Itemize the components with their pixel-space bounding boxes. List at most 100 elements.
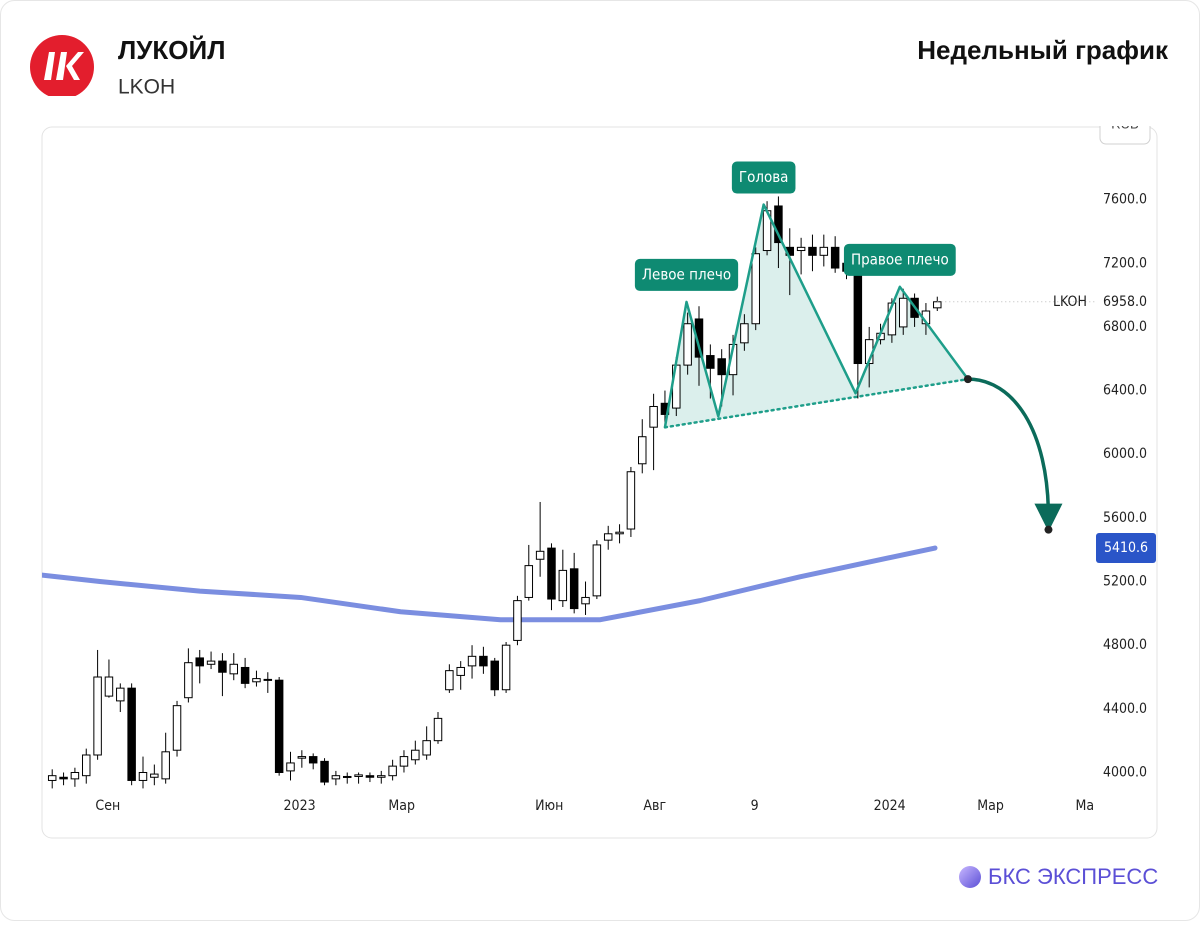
target-start [963, 375, 972, 384]
x-tick-label: 9 [751, 798, 759, 814]
candle-body [683, 323, 692, 366]
candle-body [524, 565, 534, 598]
y-tick-label: 7200.0 [1103, 255, 1147, 271]
candle-body [638, 436, 647, 465]
x-tick-label: Ма [1075, 798, 1094, 814]
candle-body [933, 301, 942, 309]
candle-body [592, 544, 602, 597]
chart-period: Недельный график [917, 35, 1169, 65]
company-ticker: LKOH [118, 76, 175, 99]
y-tick-label: 4800.0 [1103, 637, 1147, 653]
chart-panel [41, 126, 1158, 839]
candle-body [104, 676, 114, 697]
candle-body [830, 246, 840, 269]
candle-body [161, 751, 170, 780]
ma-value-label: 5410.6 [1104, 540, 1148, 556]
candle-body [445, 670, 454, 691]
candle-body [581, 596, 590, 605]
candle-body [422, 740, 431, 756]
last-price-label: 6958.0 [1103, 294, 1147, 310]
candle-body [706, 355, 715, 369]
candle-body [342, 775, 352, 778]
candle-body [354, 774, 363, 777]
candle-body [819, 246, 829, 256]
neckline [663, 377, 970, 429]
candle-body [751, 253, 760, 325]
x-tick-label: Июн [535, 798, 563, 814]
candle-body [297, 756, 307, 759]
candle-body [127, 687, 136, 781]
y-tick-label: 5600.0 [1103, 510, 1147, 526]
moving-average-line [42, 545, 938, 623]
candle-body [218, 660, 227, 673]
annotation-text: Левое плечо [642, 265, 731, 283]
candle-body [649, 405, 658, 428]
candle-body [501, 644, 511, 691]
candle-body [411, 749, 420, 761]
plot-area [42, 196, 1095, 789]
candle-body [377, 775, 386, 778]
annotation-box [731, 161, 796, 194]
candle-body [898, 297, 908, 328]
candle-body [626, 471, 636, 530]
candle-body [252, 678, 261, 683]
candle-body [433, 717, 443, 742]
candle-body [263, 678, 273, 681]
candle-body [195, 657, 204, 667]
x-tick-label: Мар [388, 798, 415, 814]
x-tick-label: Авг [643, 798, 666, 814]
candle-body [853, 262, 863, 365]
y-tick-label: 6000.0 [1103, 446, 1147, 462]
candle-body [740, 323, 749, 344]
y-tick-label: 6400.0 [1103, 383, 1147, 399]
candle-body [479, 655, 488, 667]
candle-body [150, 773, 159, 778]
candle-body [603, 533, 613, 541]
pattern-area [664, 204, 968, 428]
candle-body [456, 666, 465, 676]
logo [30, 35, 94, 99]
candle-body [59, 776, 68, 780]
pattern-line [663, 203, 969, 428]
candle-body [558, 569, 568, 602]
x-tick-label: 2023 [284, 798, 316, 814]
candle-body [399, 756, 409, 767]
x-tick-label: Сен [95, 798, 120, 814]
candle-body [138, 771, 148, 781]
y-tick-label: 6800.0 [1103, 319, 1147, 335]
candle-body [808, 246, 817, 256]
x-tick-label: 2024 [874, 798, 906, 814]
x-tick-label: Мар [977, 798, 1004, 814]
pattern-annotation: Правое плечо [843, 243, 956, 276]
candle-body [331, 775, 341, 780]
candle-body [615, 531, 624, 535]
candle-body [286, 762, 295, 772]
candle-body [274, 679, 284, 773]
candle-body [717, 358, 726, 376]
y-tick-label: 7600.0 [1103, 192, 1147, 208]
candle-body [547, 547, 556, 600]
candle-body [320, 760, 329, 783]
candle-body [47, 775, 57, 781]
candle-body [513, 600, 522, 641]
candle-body [93, 676, 102, 756]
y-tick-label: 4400.0 [1103, 701, 1147, 717]
axes: 4000.0 4400.0 4800.0 5200.0 5600.0 6000.0 6400… [95, 161, 1156, 814]
ma-value-box [1096, 533, 1156, 564]
footer-logo: БКС ЭКСПРЕСС [959, 864, 1158, 889]
candle-body [467, 655, 477, 667]
candle-body [229, 663, 239, 675]
candle-body [172, 705, 182, 751]
last-price-name: LKOH [1053, 294, 1087, 310]
candle-body [774, 205, 783, 244]
annotation-box [843, 243, 956, 276]
candle-body [365, 775, 375, 778]
panel-top-mask [40, 96, 1160, 126]
annotation-box [634, 258, 739, 291]
target-arrow [967, 377, 1063, 532]
pattern-annotation: Голова [731, 161, 796, 194]
candle-body [206, 660, 216, 665]
candle-body [116, 687, 125, 702]
